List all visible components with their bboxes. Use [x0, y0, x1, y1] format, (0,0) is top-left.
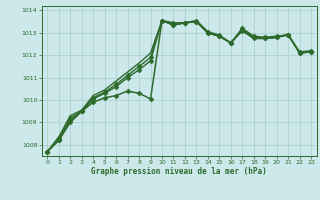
X-axis label: Graphe pression niveau de la mer (hPa): Graphe pression niveau de la mer (hPa) — [91, 167, 267, 176]
